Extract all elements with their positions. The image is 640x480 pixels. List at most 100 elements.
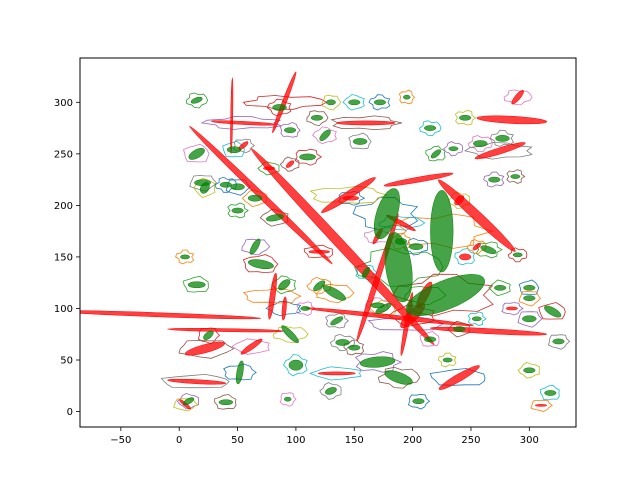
contour-line bbox=[312, 126, 337, 145]
green-ellipse bbox=[322, 285, 346, 301]
green-ellipse bbox=[384, 370, 413, 385]
contour-line bbox=[279, 156, 300, 172]
green-ellipse bbox=[300, 306, 311, 311]
contour-line bbox=[214, 394, 237, 410]
green-ellipse bbox=[523, 285, 536, 291]
contour-line bbox=[232, 138, 256, 154]
contour-line bbox=[241, 238, 271, 256]
y-axis: 0 50 100 150 200 250 300 bbox=[54, 98, 80, 418]
contour-line bbox=[377, 366, 421, 389]
green-ellipse bbox=[448, 146, 459, 152]
green-ellipse bbox=[352, 138, 368, 145]
green-ellipses-layer bbox=[180, 94, 565, 406]
green-ellipse bbox=[473, 140, 488, 147]
contour-line bbox=[309, 366, 362, 381]
green-ellipse bbox=[522, 315, 537, 323]
red-ellipse bbox=[184, 341, 225, 356]
green-ellipse bbox=[510, 174, 521, 179]
green-ellipse bbox=[552, 338, 565, 345]
contour-line bbox=[279, 121, 301, 138]
contour-line bbox=[488, 279, 511, 297]
contour-line bbox=[467, 135, 493, 153]
plot-area-frame bbox=[79, 57, 577, 428]
y-tick-label: 100 bbox=[54, 304, 73, 315]
green-ellipse bbox=[247, 259, 274, 270]
contour-line bbox=[518, 279, 540, 295]
green-ellipse bbox=[453, 326, 466, 332]
contour-line bbox=[200, 116, 283, 130]
green-ellipse bbox=[319, 129, 331, 141]
red-ellipse bbox=[511, 90, 524, 105]
green-ellipse bbox=[226, 146, 242, 154]
y-tick-label: 200 bbox=[54, 201, 73, 212]
red-ellipse bbox=[272, 71, 297, 134]
y-tick-label: 50 bbox=[60, 356, 73, 367]
red-ellipse bbox=[336, 120, 396, 126]
contour-line bbox=[176, 392, 200, 410]
y-tick-label: 300 bbox=[54, 98, 73, 109]
green-ellipse bbox=[375, 303, 392, 314]
green-ellipse bbox=[544, 390, 557, 396]
green-ellipse bbox=[313, 280, 326, 292]
green-ellipse bbox=[288, 359, 304, 371]
x-tick-label: 0 bbox=[176, 435, 182, 446]
contour-line bbox=[530, 399, 553, 412]
contour-line bbox=[354, 247, 444, 287]
contour-line bbox=[160, 373, 230, 389]
green-ellipse bbox=[373, 188, 400, 240]
contour-line bbox=[467, 311, 487, 327]
red-ellipse bbox=[262, 166, 276, 171]
red-ellipse bbox=[383, 172, 454, 187]
contour-line bbox=[425, 145, 446, 162]
contour-line bbox=[419, 120, 442, 137]
green-ellipse bbox=[183, 397, 195, 406]
x-tick-label: 200 bbox=[403, 435, 422, 446]
red-ellipse bbox=[476, 115, 548, 125]
green-ellipse bbox=[348, 99, 361, 106]
red-ellipse bbox=[281, 296, 287, 321]
x-tick-label: −50 bbox=[110, 435, 131, 446]
contour-line bbox=[518, 291, 542, 307]
green-ellipse bbox=[494, 285, 507, 291]
contour-line bbox=[348, 132, 372, 150]
contour-line bbox=[507, 247, 528, 263]
contour-line bbox=[398, 89, 416, 105]
green-ellipse bbox=[471, 316, 482, 322]
red-ellipse bbox=[472, 242, 481, 251]
red-ellipse bbox=[317, 371, 356, 376]
contour-line bbox=[475, 241, 503, 259]
red-ellipse bbox=[438, 365, 480, 390]
contour-line bbox=[489, 129, 515, 147]
green-ellipse bbox=[523, 295, 536, 301]
x-tick-label: 50 bbox=[231, 435, 244, 446]
green-ellipse bbox=[190, 96, 203, 104]
contour-line bbox=[309, 185, 389, 204]
contour-line bbox=[175, 249, 195, 265]
contour-line bbox=[454, 248, 475, 266]
green-ellipse bbox=[299, 153, 316, 161]
green-ellipse bbox=[394, 238, 408, 245]
red-ellipse bbox=[505, 306, 518, 311]
green-ellipse bbox=[408, 243, 424, 250]
green-ellipse bbox=[544, 305, 562, 318]
green-ellipse bbox=[235, 360, 244, 385]
green-ellipse bbox=[218, 399, 234, 406]
contour-line bbox=[222, 140, 245, 158]
contour-line bbox=[321, 94, 342, 111]
green-ellipse bbox=[200, 182, 210, 194]
green-ellipse bbox=[403, 94, 411, 100]
green-ellipse bbox=[230, 183, 245, 191]
red-ellipse bbox=[240, 338, 263, 355]
red-ellipse bbox=[268, 272, 277, 320]
green-ellipse bbox=[412, 398, 425, 405]
x-tick-label: 250 bbox=[461, 435, 480, 446]
contour-line bbox=[185, 92, 209, 109]
green-ellipse bbox=[359, 356, 396, 368]
green-ellipse bbox=[495, 135, 510, 142]
green-ellipse bbox=[424, 125, 437, 131]
green-ellipse bbox=[283, 396, 292, 402]
contour-line bbox=[466, 239, 487, 255]
red-ellipse bbox=[230, 77, 234, 154]
